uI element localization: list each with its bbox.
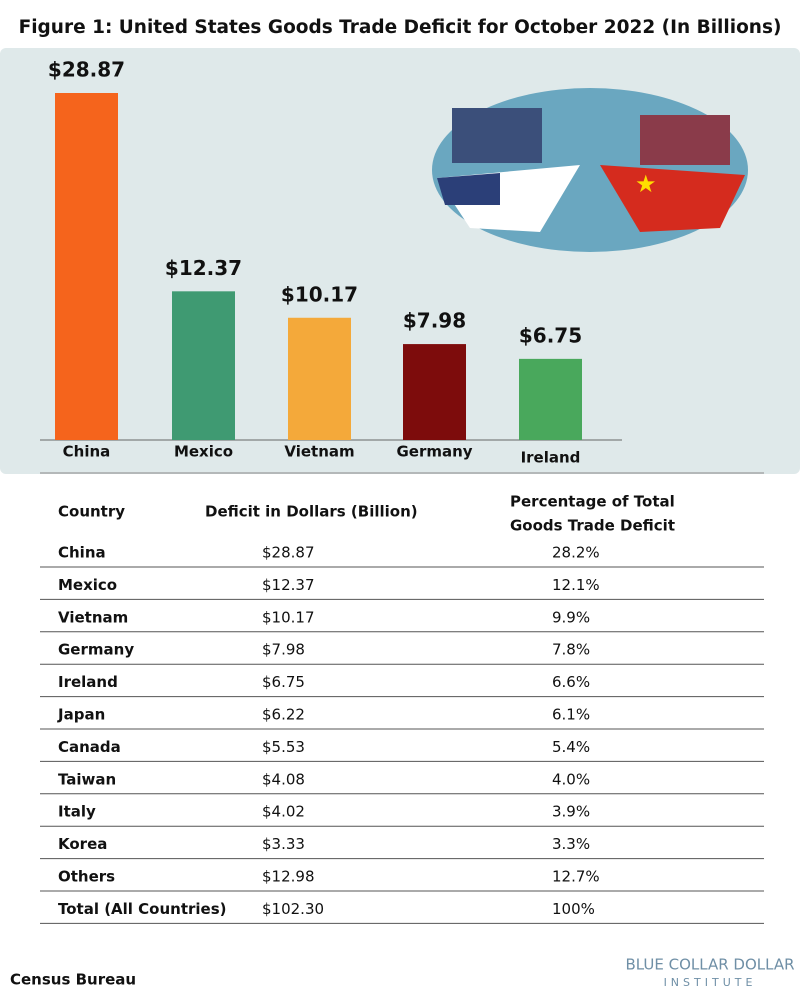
value-label: $6.75: [519, 323, 582, 347]
x-tick-label: Mexico: [174, 443, 233, 461]
table-cell: $28.87: [262, 544, 315, 562]
table-cell: 12.7%: [552, 868, 600, 886]
bar: [55, 93, 118, 440]
table-header: Goods Trade Deficit: [510, 517, 675, 535]
value-label: $10.17: [281, 282, 358, 306]
table-cell: $4.02: [262, 803, 305, 821]
table-cell: 100%: [552, 900, 595, 918]
table-cell: 28.2%: [552, 544, 600, 562]
ships-illustration: ★: [432, 88, 748, 252]
table-cell: 12.1%: [552, 576, 600, 594]
table-cell: Italy: [58, 803, 96, 821]
table-cell: $102.30: [262, 900, 324, 918]
table-cell: $7.98: [262, 641, 305, 659]
bar: [519, 358, 582, 440]
table-cell: $12.98: [262, 868, 315, 886]
table-cell: Vietnam: [58, 608, 128, 626]
table-header: Country: [58, 503, 125, 521]
table-cell: 4.0%: [552, 770, 590, 788]
table-header: Deficit in Dollars (Billion): [205, 503, 418, 521]
bar: [403, 344, 466, 440]
table-cell: 6.6%: [552, 673, 590, 691]
table-cell: Korea: [58, 835, 107, 853]
table-cell: Ireland: [58, 673, 118, 691]
logo-sub: INSTITUTE: [664, 976, 757, 989]
value-label: $7.98: [403, 309, 466, 333]
table-cell: Others: [58, 868, 115, 886]
bar: [172, 291, 235, 440]
table-cell: Total (All Countries): [58, 900, 227, 918]
x-tick-label: China: [63, 443, 111, 461]
logo-name: BLUE COLLAR DOLLAR: [625, 956, 794, 974]
table-cell: 3.3%: [552, 835, 590, 853]
x-tick-label: Germany: [396, 443, 472, 461]
table-cell: Germany: [58, 641, 134, 659]
table-cell: $5.53: [262, 738, 305, 756]
table-cell: $12.37: [262, 576, 315, 594]
chart-title: Figure 1: United States Goods Trade Defi…: [19, 17, 782, 38]
table-cell: $6.75: [262, 673, 305, 691]
table-cell: $10.17: [262, 608, 315, 626]
svg-text:★: ★: [635, 170, 657, 198]
bar: [288, 317, 351, 440]
x-tick-label: Vietnam: [284, 443, 354, 461]
table-cell: Taiwan: [58, 770, 116, 788]
table-cell: $6.22: [262, 706, 305, 724]
table-header: Percentage of Total: [510, 493, 675, 511]
table-cell: $3.33: [262, 835, 305, 853]
x-tick-label: Ireland: [521, 449, 581, 467]
value-label: $12.37: [165, 256, 242, 280]
table-cell: China: [58, 544, 106, 562]
table-cell: 6.1%: [552, 706, 590, 724]
table-cell: 9.9%: [552, 608, 590, 626]
table-cell: $4.08: [262, 770, 305, 788]
table-cell: 7.8%: [552, 641, 590, 659]
table-cell: Mexico: [58, 576, 117, 594]
source: Census Bureau: [10, 971, 136, 989]
table-cell: 5.4%: [552, 738, 590, 756]
table-cell: Japan: [57, 706, 105, 724]
table-cell: 3.9%: [552, 803, 590, 821]
value-label: $28.87: [48, 58, 125, 82]
table-cell: Canada: [58, 738, 121, 756]
